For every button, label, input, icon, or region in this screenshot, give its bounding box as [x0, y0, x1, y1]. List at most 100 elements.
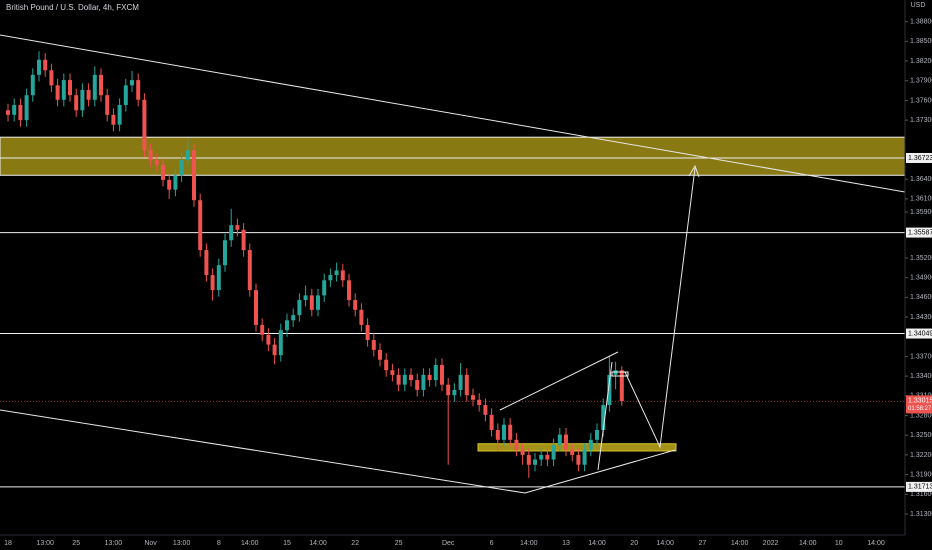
y-tick-label: 1.31600 [910, 491, 932, 498]
x-tick-label: 13:00 [36, 540, 54, 547]
candle-body [316, 295, 320, 310]
candle-body [123, 85, 128, 106]
candle-body [359, 309, 364, 325]
candle-body [43, 59, 48, 71]
candle-body [607, 374, 612, 406]
candle-body [557, 434, 562, 446]
candle-body [619, 370, 624, 402]
candle-body [117, 105, 122, 125]
candle-body [526, 454, 531, 465]
candle-body [223, 240, 227, 266]
candle-body [278, 330, 283, 356]
x-tick-label: 25 [72, 540, 80, 547]
candle-body [427, 374, 432, 381]
x-tick-label: 18 [4, 540, 12, 547]
y-tick-label: 1.35200 [910, 255, 932, 262]
x-tick-label: 14:00 [520, 540, 538, 547]
candle-body [37, 59, 41, 75]
x-tick-label: 10 [835, 540, 843, 547]
countdown: 01:58:27 [908, 406, 932, 412]
level-label: 1.35587 [908, 229, 932, 236]
candle-body [446, 384, 451, 396]
candle-body [6, 110, 10, 115]
y-tick-label: 1.35900 [910, 209, 932, 216]
candle-body [241, 229, 246, 251]
candle-body [247, 250, 252, 291]
y-tick-label: 1.32500 [910, 432, 932, 439]
candle-body [210, 275, 215, 291]
candle-body [185, 150, 190, 161]
level-tag [906, 153, 932, 164]
candle-body [340, 270, 345, 281]
candle-body [402, 374, 407, 385]
candle-body [86, 89, 91, 100]
y-tick-label: 1.31900 [910, 471, 932, 478]
candle-body [55, 85, 60, 100]
price-tag [906, 395, 932, 414]
y-tick-label: 1.33400 [910, 373, 932, 380]
y-tick-label: 1.31300 [910, 511, 932, 518]
candle-body [328, 275, 333, 281]
candle-body [74, 95, 79, 111]
candle-body [582, 449, 587, 465]
y-tick-label: 1.38500 [910, 38, 932, 45]
trendline [0, 34, 906, 193]
candle-body [508, 424, 513, 440]
x-tick-label: 14:00 [588, 540, 606, 547]
x-tick-label: 22 [351, 540, 359, 547]
level-tag [906, 227, 932, 238]
x-tick-label: 14:00 [309, 540, 327, 547]
candle-body [80, 89, 85, 111]
candle-body [291, 315, 296, 321]
chart-title: British Pound / U.S. Dollar, 4h, FXCM [6, 3, 139, 12]
marker [611, 371, 629, 377]
y-tick-label: 1.34300 [910, 314, 932, 321]
y-tick-label: 1.36400 [910, 176, 932, 183]
projection-path [624, 167, 696, 449]
candle-body [260, 324, 265, 335]
wedge-line [597, 361, 613, 471]
y-tick-label: 1.37900 [910, 78, 932, 85]
candle-body [489, 414, 494, 430]
candle-body [483, 405, 488, 415]
candle-body [421, 374, 426, 390]
candle-body [142, 99, 147, 151]
y-tick-label: 1.33700 [910, 353, 932, 360]
candle-body [297, 299, 302, 316]
candle-body [303, 295, 308, 300]
candle-body [520, 449, 525, 455]
candle-body [353, 299, 358, 310]
x-tick-label: 13:00 [173, 540, 191, 547]
candle-body [216, 265, 221, 291]
drawings [0, 34, 906, 494]
x-tick-label: Nov [144, 540, 157, 547]
candle-body [576, 454, 581, 465]
y-tick-label: 1.38200 [910, 58, 932, 65]
wedge-line [524, 449, 676, 494]
candle-body [204, 250, 209, 276]
y-tick-label: 1.34600 [910, 294, 932, 301]
candle-body [161, 164, 165, 180]
price-label: 1.33015 [908, 397, 932, 404]
x-tick-label: Dec [442, 540, 455, 547]
candle-body [266, 334, 271, 345]
candle-body [322, 280, 327, 296]
candle-body [551, 445, 556, 460]
x-tick-label: 14:00 [656, 540, 674, 547]
candle-body [409, 374, 413, 381]
candle-body [192, 150, 196, 201]
candle-body [545, 454, 550, 460]
wedge-line [499, 351, 619, 411]
candle-body [92, 74, 97, 100]
x-tick-label: 14:00 [731, 540, 749, 547]
y-tick-label: 1.32200 [910, 452, 932, 459]
x-tick-label: 8 [217, 540, 221, 547]
y-tick-label: 1.38800 [910, 19, 932, 26]
candle-body [464, 374, 469, 396]
candle-body [613, 370, 618, 375]
candle-body [167, 179, 172, 190]
x-tick-label: 20 [630, 540, 638, 547]
candle-body [173, 175, 178, 190]
candle-body [365, 324, 370, 341]
